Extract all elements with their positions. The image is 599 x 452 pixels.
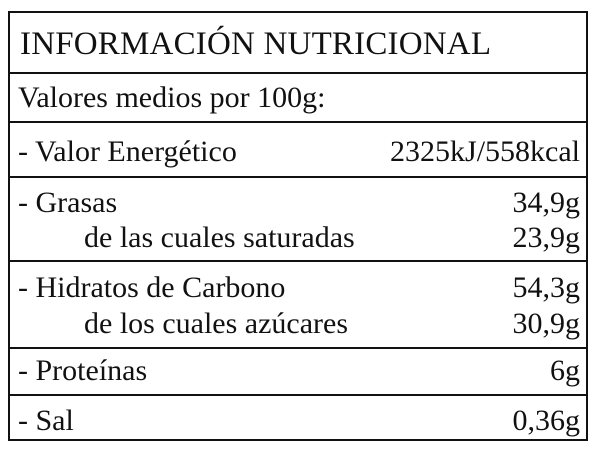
nutrient-name: - Sal — [18, 404, 74, 437]
nutrient-value: 2325kJ/558kcal — [390, 135, 580, 168]
nutrient-value: 30,9g — [512, 307, 581, 340]
carbohydrates-row: - Hidratos de Carbono 54,3g de los cuale… — [10, 262, 586, 349]
nutrition-label: INFORMACIÓN NUTRICIONAL Valores medios p… — [8, 11, 588, 441]
fat-row: - Grasas 34,9g de las cuales saturadas 2… — [10, 178, 586, 262]
nutrient-name: - Grasas — [18, 186, 118, 219]
title-row: INFORMACIÓN NUTRICIONAL — [10, 13, 586, 74]
nutrient-name: - Hidratos de Carbono — [18, 271, 286, 304]
nutrient-value: 23,9g — [512, 221, 581, 254]
nutrient-value: 0,36g — [512, 404, 581, 437]
label-title: INFORMACIÓN NUTRICIONAL — [20, 26, 492, 62]
nutrient-subname: de los cuales azúcares — [84, 307, 349, 340]
nutrient-subname: de las cuales saturadas — [84, 221, 355, 254]
nutrient-value: 34,9g — [512, 186, 581, 219]
nutrient-value: 54,3g — [512, 271, 581, 304]
salt-row: - Sal 0,36g — [10, 396, 586, 439]
nutrient-name: - Valor Energético — [18, 135, 237, 168]
subtitle-row: Valores medios por 100g: — [10, 74, 586, 123]
protein-row: - Proteínas 6g — [10, 349, 586, 396]
nutrient-value: 6g — [550, 354, 580, 387]
label-subtitle: Valores medios por 100g: — [18, 81, 326, 114]
nutrient-name: - Proteínas — [18, 354, 148, 387]
energy-row: - Valor Energético 2325kJ/558kcal — [10, 123, 586, 178]
